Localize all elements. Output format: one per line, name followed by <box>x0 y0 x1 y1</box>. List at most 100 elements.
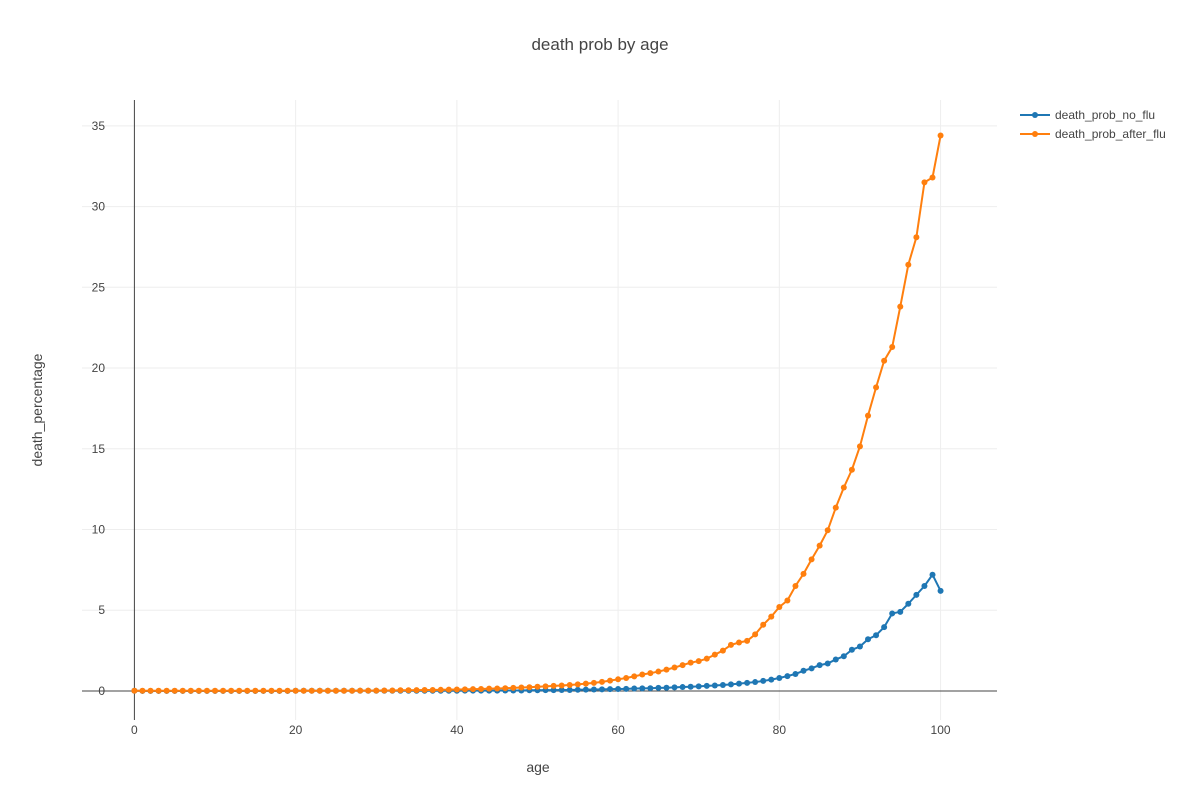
data-point <box>421 686 428 693</box>
data-point <box>784 597 791 604</box>
data-point <box>558 682 565 689</box>
data-point <box>332 687 339 694</box>
data-point <box>711 651 718 658</box>
data-point <box>453 686 460 693</box>
data-point <box>582 680 589 687</box>
data-point <box>550 687 557 694</box>
data-point <box>929 174 936 181</box>
legend[interactable]: death_prob_no_flu death_prob_after_flu <box>1020 108 1166 141</box>
data-point <box>179 687 186 694</box>
data-point <box>663 666 670 673</box>
data-point <box>695 683 702 690</box>
data-point <box>889 610 896 617</box>
legend-label: death_prob_no_flu <box>1055 108 1155 122</box>
series-death_prob_no_flu <box>131 571 944 694</box>
data-point <box>687 683 694 690</box>
data-point <box>840 484 847 491</box>
legend-label: death_prob_after_flu <box>1055 127 1166 141</box>
data-point <box>800 570 807 577</box>
data-point <box>824 660 831 667</box>
data-point <box>510 684 517 691</box>
data-point <box>582 686 589 693</box>
data-point <box>655 684 662 691</box>
data-point <box>276 687 283 694</box>
data-point <box>381 687 388 694</box>
data-point <box>542 683 549 690</box>
data-point <box>284 687 291 694</box>
data-point <box>695 658 702 665</box>
data-point <box>316 687 323 694</box>
data-point <box>913 591 920 598</box>
data-point <box>929 571 936 578</box>
data-point <box>744 679 751 686</box>
data-point <box>607 677 614 684</box>
data-point <box>437 686 444 693</box>
data-point <box>574 681 581 688</box>
data-point <box>736 639 743 646</box>
data-point <box>671 664 678 671</box>
data-point <box>897 608 904 615</box>
data-point <box>727 641 734 648</box>
data-point <box>881 624 888 631</box>
data-point <box>292 687 299 694</box>
data-point <box>389 687 396 694</box>
data-point <box>590 686 597 693</box>
data-point <box>881 357 888 364</box>
data-point <box>341 687 347 694</box>
data-point <box>518 684 525 691</box>
data-point <box>671 684 678 691</box>
data-point <box>623 685 630 692</box>
data-point <box>816 542 823 549</box>
data-point <box>195 687 202 694</box>
legend-item[interactable]: death_prob_no_flu <box>1020 108 1155 122</box>
data-point <box>365 687 372 694</box>
data-point <box>639 685 646 692</box>
data-point <box>784 673 791 680</box>
series-line <box>134 135 942 692</box>
data-point <box>478 686 485 692</box>
data-point <box>203 687 210 694</box>
data-point <box>679 684 686 691</box>
data-point <box>760 677 767 684</box>
data-point <box>768 613 775 620</box>
data-point <box>445 686 452 693</box>
data-point <box>397 687 404 694</box>
legend-swatch-marker <box>1032 131 1038 137</box>
data-point <box>373 687 380 694</box>
data-point <box>719 681 726 688</box>
data-point <box>598 686 605 693</box>
data-point <box>639 671 646 678</box>
data-point <box>300 687 307 694</box>
legend-swatch-marker <box>1032 112 1038 118</box>
data-point <box>921 179 928 186</box>
data-point <box>768 676 775 683</box>
data-point <box>800 667 807 674</box>
data-point <box>727 681 734 688</box>
data-point <box>736 680 743 687</box>
data-point <box>808 665 815 672</box>
data-point <box>268 687 275 694</box>
data-point <box>760 621 767 628</box>
data-point <box>260 687 267 694</box>
data-point <box>905 261 912 268</box>
data-point <box>840 653 847 660</box>
data-point <box>566 686 573 693</box>
data-point <box>607 686 614 693</box>
data-point <box>550 682 557 689</box>
data-point <box>897 303 904 310</box>
data-point <box>413 687 420 694</box>
data-point <box>792 670 799 677</box>
data-point <box>461 686 468 693</box>
data-point <box>236 687 243 694</box>
data-point <box>856 443 863 450</box>
x-tick-labels: 0 20 40 60 80 100 <box>131 723 951 737</box>
data-point <box>913 234 920 241</box>
data-point <box>357 687 364 694</box>
y-axis-title: death_percentage <box>29 353 45 466</box>
x-tick-label: 100 <box>931 723 951 737</box>
data-point <box>494 685 501 692</box>
data-point <box>308 687 315 694</box>
y-tick-label: 10 <box>92 522 106 536</box>
data-point <box>212 687 219 694</box>
legend-item[interactable]: death_prob_after_flu <box>1020 127 1166 141</box>
